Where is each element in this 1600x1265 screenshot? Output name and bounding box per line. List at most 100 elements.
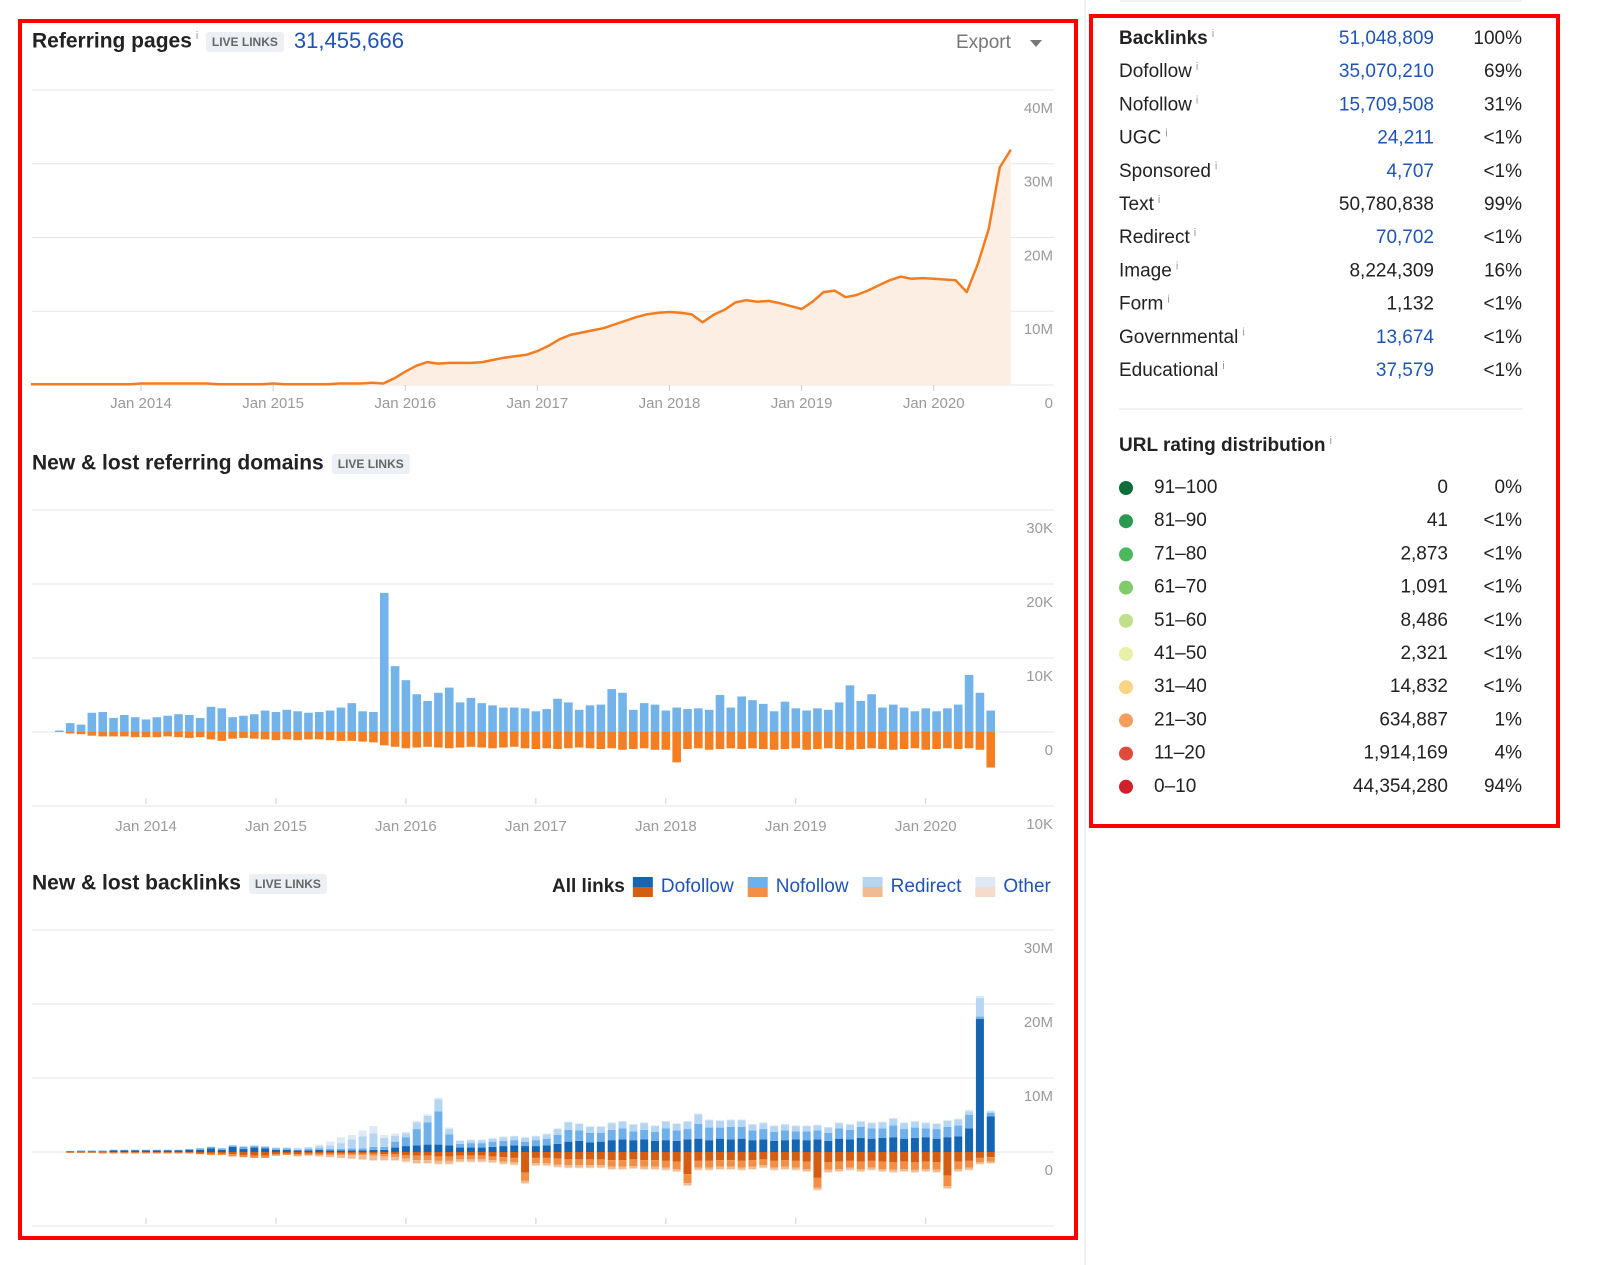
bar-segment: [900, 1152, 909, 1162]
bar: [878, 732, 887, 750]
bar-segment: [98, 1152, 107, 1154]
rating-value: 8,486: [1400, 610, 1448, 631]
bar-segment: [845, 1124, 854, 1130]
stat-value[interactable]: 15,709,508: [1339, 94, 1434, 115]
bar: [293, 732, 302, 741]
y-tick-label: 10K: [1026, 668, 1053, 685]
bar-segment: [336, 1152, 345, 1154]
bar-segment: [239, 1146, 248, 1150]
legend-label[interactable]: Other: [1003, 876, 1051, 897]
bar-segment: [683, 1129, 692, 1140]
stat-percent: <1%: [1483, 227, 1522, 248]
bar-segment: [531, 1135, 540, 1137]
bar-segment: [726, 1139, 735, 1152]
y-tick-label: 20K: [1026, 594, 1053, 611]
bar-segment: [629, 1159, 638, 1167]
bar-segment: [910, 1171, 919, 1173]
bar-segment: [358, 1148, 367, 1151]
export-button[interactable]: Export: [956, 32, 1012, 53]
bar-segment: [531, 1163, 540, 1166]
legend-label[interactable]: Nofollow: [776, 876, 849, 897]
legend-label[interactable]: Dofollow: [661, 876, 734, 897]
rating-label: 41–50: [1154, 643, 1207, 664]
bar-segment: [629, 1140, 638, 1152]
bar-segment: [835, 1152, 844, 1162]
legend-label[interactable]: Redirect: [891, 876, 962, 897]
rating-dot: [1119, 481, 1133, 495]
bar-segment: [575, 1123, 584, 1124]
bar-segment: [488, 1152, 497, 1157]
bar-segment: [98, 1151, 107, 1152]
bar-segment: [715, 1127, 724, 1139]
highlight-box: [1089, 14, 1560, 828]
stat-value[interactable]: 70,702: [1376, 227, 1434, 248]
stat-value[interactable]: 35,070,210: [1339, 61, 1434, 82]
y-tick-label: 30M: [1024, 174, 1053, 191]
bar-segment: [488, 1160, 497, 1163]
bar: [759, 703, 768, 732]
bar-segment: [131, 1149, 140, 1151]
bar-segment: [813, 1189, 822, 1191]
bar-segment: [921, 1161, 930, 1170]
bar: [217, 732, 227, 741]
bar-segment: [401, 1137, 410, 1147]
bar: [802, 710, 811, 732]
bar-segment: [661, 1152, 670, 1161]
bar-segment: [412, 1152, 421, 1156]
bar: [379, 732, 389, 746]
bar-segment: [499, 1157, 508, 1162]
bar-segment: [921, 1122, 930, 1124]
legend-swatch: [747, 887, 768, 897]
bar-segment: [575, 1130, 584, 1141]
bar-segment: [672, 1161, 681, 1170]
rating-percent: <1%: [1483, 577, 1522, 598]
stat-value[interactable]: 4,707: [1386, 161, 1434, 182]
bar-segment: [293, 1152, 302, 1155]
bar-segment: [759, 1122, 768, 1124]
bar-segment: [434, 1156, 443, 1161]
bar-segment: [694, 1123, 703, 1139]
bar-segment: [380, 1137, 389, 1147]
bar-segment: [380, 1134, 389, 1138]
rating-label: 21–30: [1154, 709, 1207, 730]
bar-segment: [986, 1157, 995, 1162]
bar-segment: [629, 1131, 638, 1141]
bar: [585, 732, 595, 749]
legend-swatch: [975, 877, 996, 887]
bar-segment: [510, 1145, 519, 1152]
bar-segment: [943, 1188, 952, 1189]
bar-segment: [336, 1150, 345, 1152]
bar-segment: [347, 1139, 356, 1149]
bar-segment: [748, 1160, 757, 1167]
bar-segment: [586, 1167, 595, 1169]
bar-segment: [889, 1118, 898, 1126]
bar-segment: [531, 1165, 540, 1167]
bar-segment: [640, 1139, 649, 1152]
stat-value[interactable]: 51,048,809: [1339, 28, 1434, 49]
stat-value[interactable]: 24,211: [1377, 128, 1434, 149]
y-tick-label: 10K: [1026, 816, 1053, 833]
bar-segment: [271, 1147, 280, 1149]
bar-segment: [596, 1126, 605, 1133]
y-tick-label: 0: [1045, 1162, 1053, 1179]
bar: [141, 732, 151, 738]
bar-segment: [900, 1123, 909, 1130]
bar-segment: [466, 1147, 475, 1152]
stat-percent: 16%: [1484, 260, 1522, 281]
bar-segment: [965, 1169, 974, 1171]
bar-segment: [488, 1137, 497, 1139]
bar-segment: [715, 1152, 724, 1161]
bar-segment: [780, 1140, 789, 1152]
bar-segment: [326, 1153, 335, 1155]
bar-segment: [943, 1126, 952, 1138]
bar-segment: [499, 1152, 508, 1158]
bar-segment: [737, 1167, 746, 1170]
bar-segment: [835, 1128, 844, 1139]
rating-value: 41: [1427, 510, 1448, 531]
stat-value[interactable]: 13,674: [1376, 327, 1435, 348]
bar-segment: [423, 1155, 432, 1161]
bar-segment: [120, 1150, 129, 1152]
bar-segment: [770, 1167, 779, 1170]
stat-value[interactable]: 37,579: [1376, 360, 1434, 381]
bar-segment: [315, 1154, 324, 1157]
